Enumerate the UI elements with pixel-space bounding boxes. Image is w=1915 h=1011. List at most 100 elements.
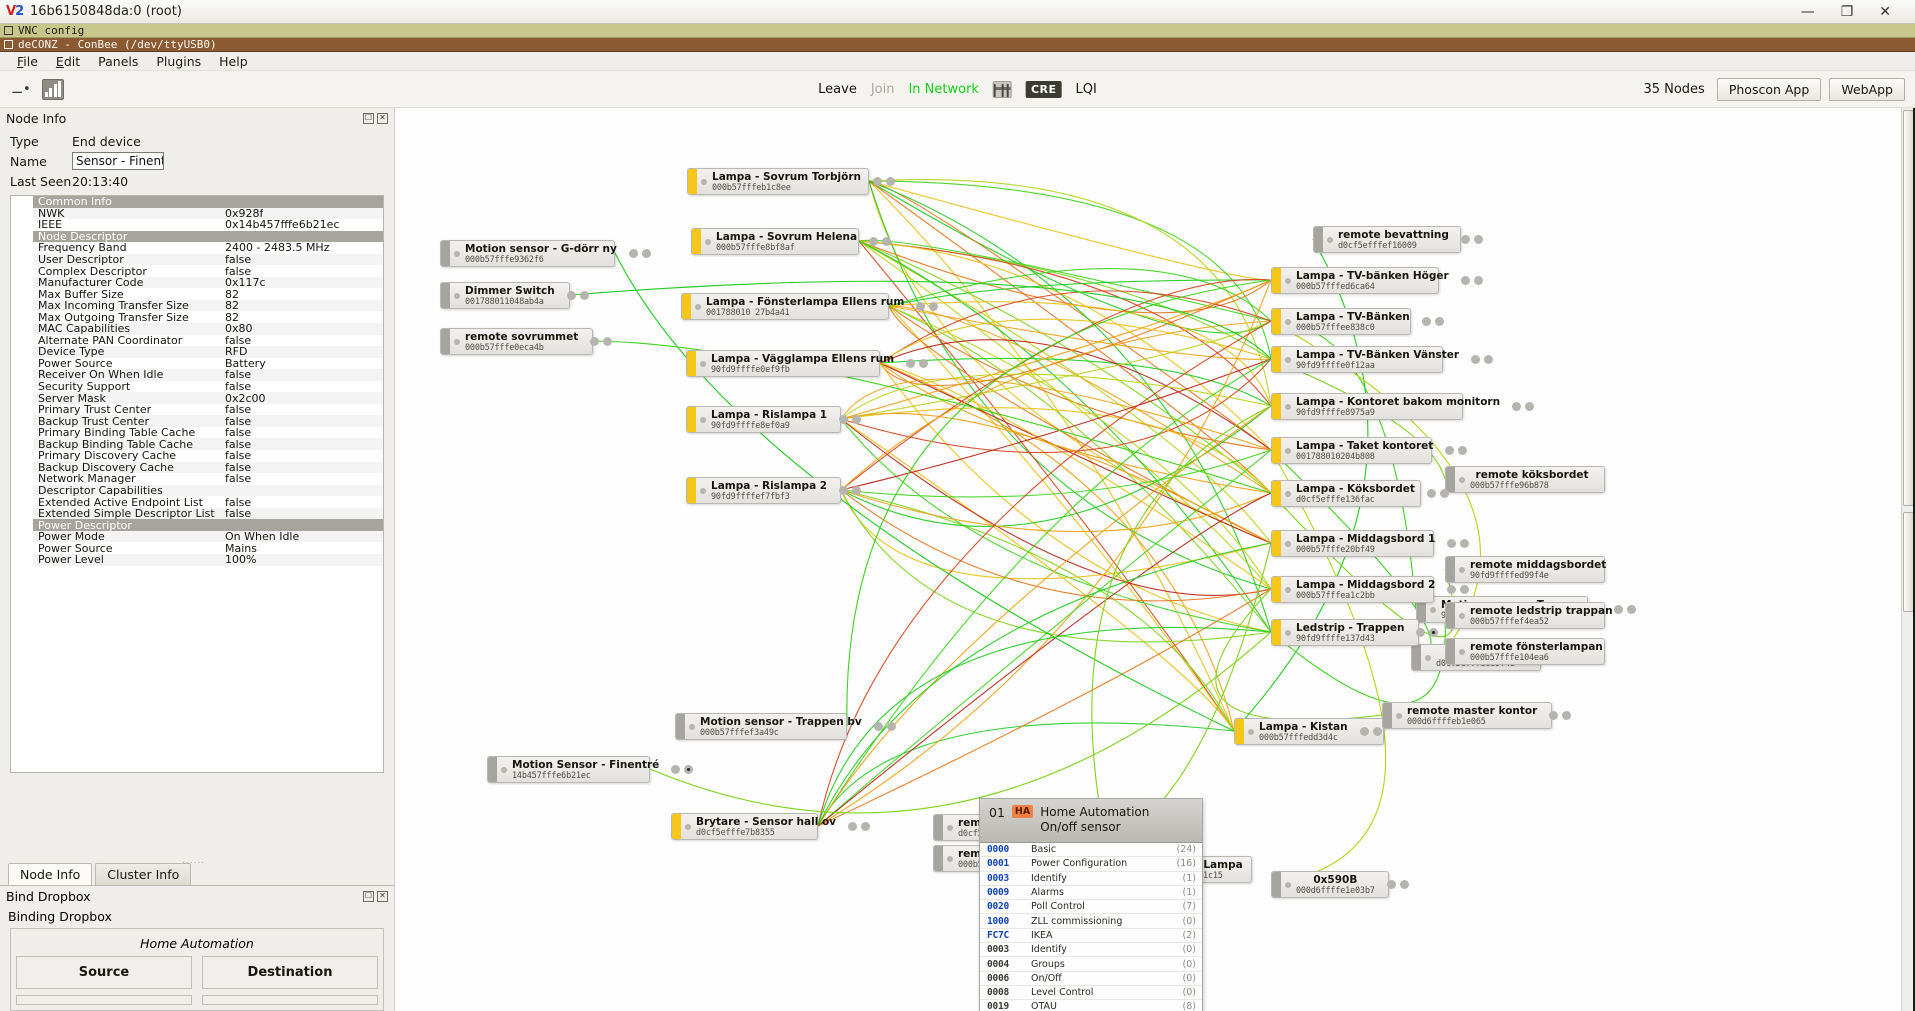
vnc-config-bar[interactable]: VNC config (0, 24, 1915, 38)
binding-dropbox-area[interactable]: Home Automation Source Destination (10, 928, 384, 1011)
canvas-scrollbar[interactable] (1901, 108, 1915, 1011)
property-row[interactable]: Power Mode On When Idle (11, 530, 383, 543)
node-endpoint-dot[interactable] (1434, 317, 1444, 326)
network-graph-canvas[interactable]: Lampa - Sovrum Torbjörn 000b57fffeb1c8ee M… (395, 108, 1915, 1011)
splitter-handle[interactable]: ...... (182, 856, 206, 866)
node-endpoint-dots[interactable] (1608, 597, 1637, 622)
node-endpoint-dots[interactable] (900, 351, 929, 376)
property-row[interactable]: Extended Active Endpoint List false (11, 496, 383, 509)
node-endpoint-dot[interactable] (848, 822, 858, 831)
cluster-row[interactable]: 0020 Poll Control (7) (980, 900, 1202, 915)
binding-source-slot[interactable]: Source (16, 956, 192, 989)
node-endpoint-dots[interactable] (665, 757, 694, 782)
cluster-row[interactable]: 1000 ZLL commissioning (0) (980, 914, 1202, 929)
node-endpoint-dot[interactable] (1439, 489, 1449, 498)
node-endpoint-dot[interactable] (1460, 276, 1470, 285)
node-endpoint-dot[interactable] (1512, 402, 1522, 411)
node-endpoint-dot[interactable] (852, 415, 862, 424)
node-endpoint-dot[interactable] (886, 177, 895, 186)
property-section-header[interactable]: Node Descriptor (11, 230, 383, 243)
node-endpoint-dot[interactable] (1399, 880, 1409, 889)
node-endpoint-dots[interactable] (1543, 703, 1572, 728)
graph-node[interactable]: Lampa - Sovrum Torbjörn 000b57fffeb1c8ee (687, 168, 895, 195)
node-endpoint-dot[interactable] (671, 765, 681, 774)
node-endpoint-dots[interactable] (1441, 531, 1470, 556)
node-endpoint-dot[interactable] (1416, 628, 1426, 637)
menu-plugins[interactable]: Plugins (156, 53, 202, 69)
node-endpoint-dot[interactable] (906, 359, 916, 368)
deconz-window-bar[interactable]: deCONZ - ConBee (/dev/ttyUSB0) (0, 38, 1915, 52)
property-row[interactable]: MAC Capabilities 0x80 (11, 322, 383, 335)
node-endpoint-dot[interactable] (1460, 235, 1470, 244)
binding-source-cluster-slot[interactable] (16, 995, 192, 1005)
node-endpoint-dot[interactable] (603, 337, 613, 346)
graph-node[interactable]: Motion Sensor - Finentré 14b457fffe6b21ec (487, 756, 694, 783)
webapp-button[interactable]: WebApp (1829, 77, 1905, 101)
property-row[interactable]: Power Level 100% (11, 553, 383, 566)
cluster-list-popup[interactable]: 01 HA Home Automation On/off sensor 0000 Basi… (979, 798, 1203, 1011)
node-endpoint-dots[interactable] (833, 478, 862, 503)
node-descriptor-table[interactable]: Common Info NWK 0x928f IEEE 0x14b457fffe6b21… (10, 195, 384, 773)
property-row[interactable]: Manufacturer Code 0x117c (11, 276, 383, 289)
node-endpoint-dot[interactable] (916, 302, 926, 311)
node-endpoint-dot[interactable] (579, 291, 589, 300)
node-endpoint-dot[interactable] (641, 249, 651, 258)
node-endpoint-dots[interactable] (1455, 227, 1483, 252)
phoscon-app-button[interactable]: Phoscon App (1716, 77, 1822, 101)
cluster-row[interactable]: 0003 Identify (1) (980, 872, 1202, 886)
node-endpoint-dot[interactable] (1372, 727, 1382, 736)
property-row[interactable]: Max Outgoing Transfer Size 82 (11, 311, 383, 324)
node-endpoint-dot[interactable] (1426, 489, 1436, 498)
node-endpoint-dot[interactable] (852, 486, 862, 495)
node-endpoint-dots[interactable] (1410, 620, 1439, 645)
minimize-button[interactable]: — (1800, 3, 1815, 20)
cluster-row[interactable]: 0006 On/Off (0) (980, 972, 1202, 986)
graph-node[interactable]: Lampa - Kistan 000b57fffedd3d4c (1234, 718, 1384, 745)
node-endpoint-dots[interactable] (561, 283, 589, 308)
close-panel-icon[interactable]: ✕ (377, 112, 388, 124)
maximize-button[interactable]: ❐ (1840, 3, 1854, 20)
node-endpoint-dots[interactable] (584, 329, 613, 354)
property-row[interactable]: Power Source Mains (11, 542, 383, 555)
graph-node[interactable]: Lampa - Rislampa 2 90fd9ffffef7fbf3 (686, 477, 862, 504)
node-endpoint-dots[interactable] (1354, 719, 1382, 744)
cluster-row[interactable]: 0003 Identify (0) (980, 943, 1202, 958)
undock-icon[interactable]: ☐ (363, 112, 374, 124)
join-button[interactable]: Join (870, 81, 895, 97)
signal-chart-icon[interactable] (42, 78, 64, 100)
node-endpoint-dot[interactable] (1562, 711, 1572, 720)
graph-node[interactable]: Lampa - Köksbordet d0cf5efffe136fac (1271, 480, 1449, 507)
graph-node[interactable]: Lampa - Fönsterlampa Ellens rum 001788010… (681, 293, 939, 320)
node-endpoint-dots[interactable] (1441, 577, 1470, 602)
node-endpoint-dot[interactable] (1359, 727, 1369, 736)
property-row[interactable]: Backup Trust Center false (11, 415, 383, 428)
cluster-row[interactable]: 0019 OTAU (8) (980, 1000, 1202, 1011)
graph-node[interactable]: remote middagsbordet 90fd9ffffed99f4e (1445, 556, 1606, 583)
node-endpoint-dot[interactable] (1460, 585, 1470, 594)
node-endpoint-dot[interactable] (1473, 276, 1483, 285)
menu-panels[interactable]: Panels (98, 53, 139, 69)
node-endpoint-dots[interactable] (623, 241, 651, 266)
property-section-header[interactable]: Power Descriptor (11, 519, 383, 532)
node-endpoint-dot[interactable] (1386, 880, 1396, 889)
node-endpoint-dot[interactable] (929, 302, 939, 311)
node-name-input[interactable]: Sensor - Finentré (72, 152, 164, 170)
property-row[interactable]: Network Manager false (11, 472, 383, 485)
graph-node[interactable]: Lampa - TV-Bänken 000b57fffee838c0 (1271, 308, 1444, 335)
graph-node[interactable]: Lampa - TV-Bänken Vänster 90fd9ffffe0f12a… (1271, 346, 1494, 373)
node-endpoint-dots[interactable] (910, 294, 939, 319)
node-endpoint-dots[interactable] (1455, 268, 1483, 293)
node-endpoint-dot[interactable] (590, 337, 600, 346)
node-endpoint-dots[interactable] (1506, 394, 1535, 419)
graph-node[interactable]: Motion sensor - G-dörr ny 000b57fffe9362f… (440, 240, 651, 267)
node-endpoint-dot[interactable] (861, 822, 871, 831)
node-endpoint-dot[interactable] (566, 291, 576, 300)
node-endpoint-dot[interactable] (1473, 235, 1483, 244)
cluster-row[interactable]: FC7C IKEA (2) (980, 929, 1202, 944)
node-endpoint-dot[interactable] (1458, 446, 1468, 455)
sliders-icon[interactable] (992, 80, 1012, 98)
property-row[interactable]: Primary Trust Center false (11, 403, 383, 416)
node-endpoint-dot[interactable] (1614, 605, 1624, 614)
node-endpoint-dot[interactable] (1421, 317, 1431, 326)
node-endpoint-dots[interactable] (833, 407, 862, 432)
